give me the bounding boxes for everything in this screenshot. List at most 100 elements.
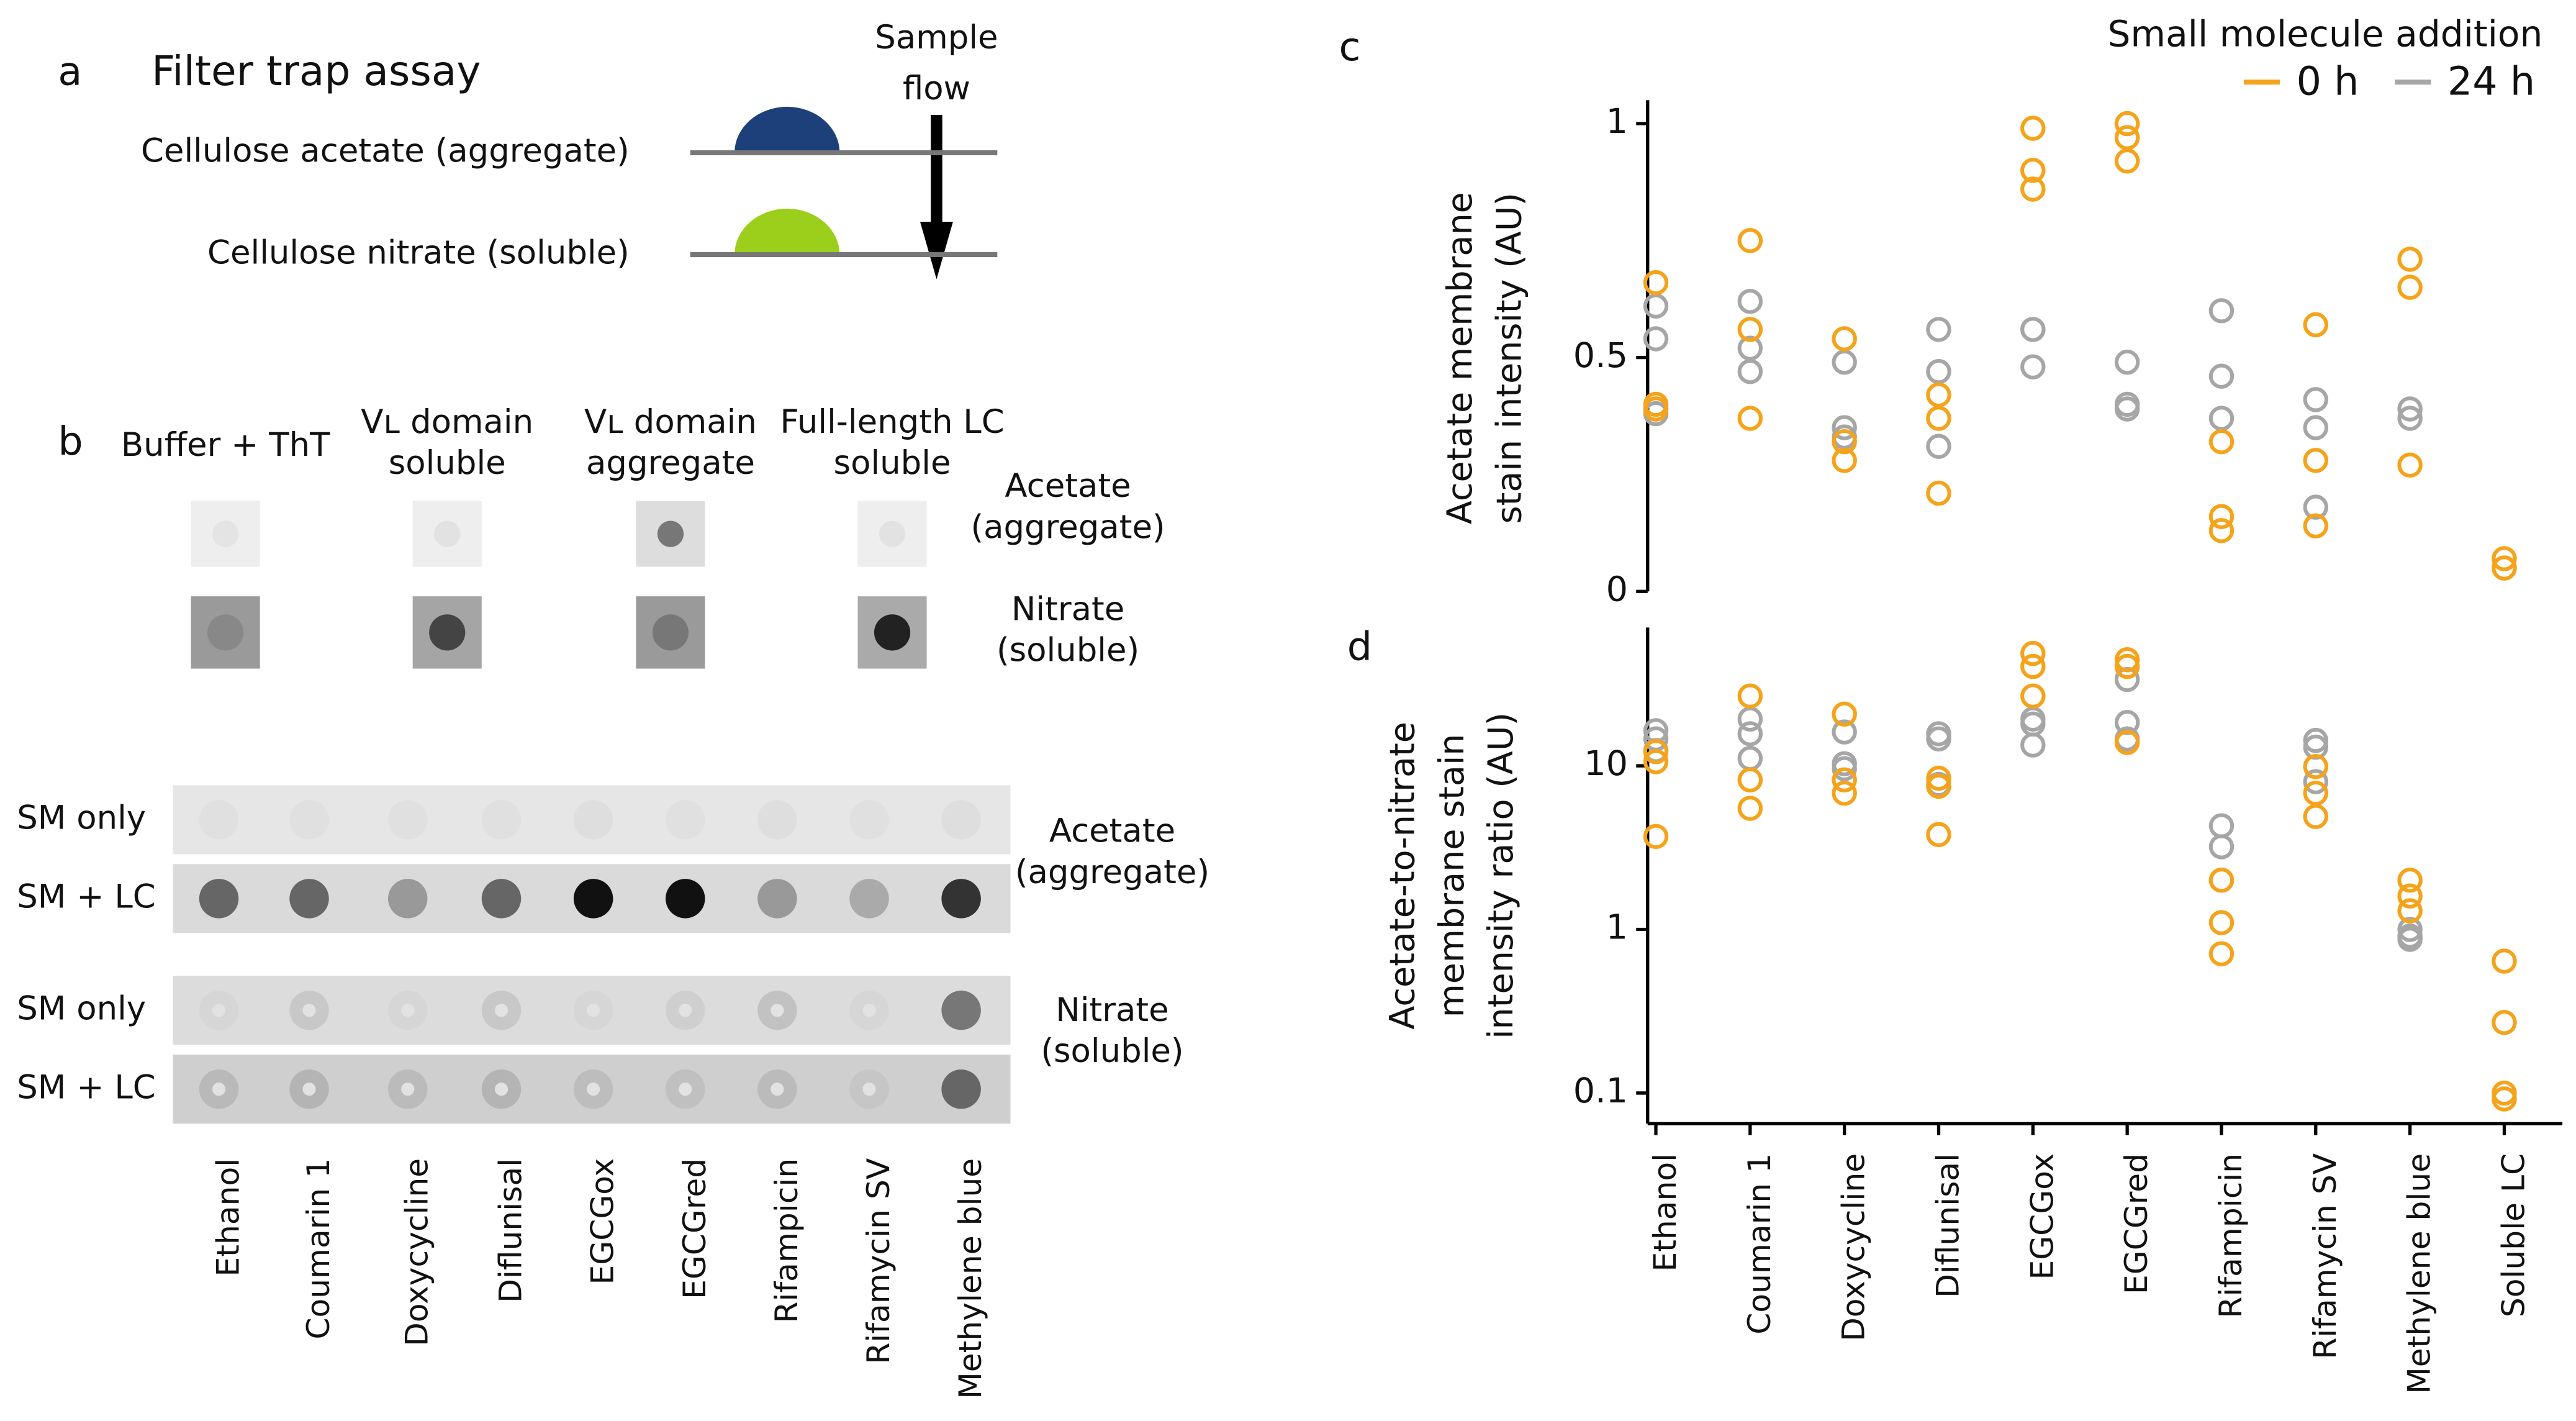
x-tick-label: Ethanol [1647, 1153, 1683, 1272]
data-point [1832, 719, 1857, 745]
data-point [1737, 767, 1763, 793]
data-point [2303, 448, 2329, 473]
blot-dot [429, 614, 466, 651]
column-label: aggregate [586, 444, 755, 482]
data-point [2303, 780, 2329, 806]
panel-letter: d [1347, 623, 1372, 669]
data-point [1832, 756, 1857, 781]
blot-dot-center [401, 1083, 415, 1096]
data-point [2303, 513, 2329, 539]
data-point [1643, 270, 1669, 296]
blot-dot-center [401, 1004, 415, 1017]
blot-dot [289, 879, 329, 919]
blot-dot [652, 614, 689, 651]
data-point [1926, 317, 1951, 342]
data-point [2303, 769, 2329, 794]
blot-dot [573, 879, 613, 919]
y-tick-label: 10 [1584, 743, 1628, 784]
data-point [2397, 867, 2423, 893]
data-point [2114, 148, 2140, 174]
data-point [2303, 734, 2329, 760]
data-point [2492, 546, 2517, 571]
blot-dot [757, 879, 797, 919]
data-point [1832, 429, 1857, 455]
row-label: SM only [17, 799, 146, 837]
membrane-label: Nitrate [1011, 591, 1124, 629]
blot-dot [289, 800, 329, 840]
compound-label: Doxycycline [399, 1158, 435, 1346]
membrane-label: Acetate [1049, 812, 1175, 850]
panel-title: Filter trap assay [151, 47, 481, 95]
x-tick-label: Soluble LC [2495, 1153, 2531, 1317]
data-point [1737, 683, 1763, 709]
panel-letter: b [58, 418, 83, 464]
data-point [1737, 721, 1763, 747]
blot-dot [199, 879, 239, 919]
data-point [2020, 732, 2046, 758]
data-point [2397, 927, 2423, 952]
data-point [2492, 1010, 2517, 1035]
membrane-label: (soluble) [997, 632, 1139, 670]
blot-dot [666, 800, 705, 840]
deposit [734, 106, 840, 153]
data-point [2020, 176, 2046, 202]
row-label: SM + LC [17, 878, 156, 916]
column-label: Full-length LC [780, 403, 1004, 441]
blot-dot-center [862, 1083, 876, 1096]
data-point [1832, 415, 1857, 440]
blot-dot [212, 520, 239, 547]
legend-label: 0 h [2297, 58, 2359, 104]
legend-title: Small molecule addition [2108, 12, 2543, 55]
data-point [1832, 326, 1857, 352]
blot-dot-center [771, 1004, 784, 1017]
blot-dot-center [862, 1004, 876, 1017]
data-point [2114, 396, 2140, 422]
data-point [2492, 555, 2517, 581]
y-tick-label: 0.5 [1573, 335, 1628, 376]
blot-dot [849, 879, 889, 919]
sample-flow: Sample [875, 19, 998, 57]
blot-dot [874, 614, 911, 651]
compound-label: Ethanol [210, 1158, 246, 1277]
data-point [2020, 640, 2046, 666]
compound-label: Rifampicin [768, 1158, 805, 1323]
data-point [2114, 125, 2140, 150]
data-point [1643, 824, 1669, 850]
data-point [1643, 326, 1669, 352]
blot-dot [387, 800, 428, 840]
blot-dot-center [587, 1004, 600, 1017]
blot-dot [434, 520, 461, 547]
data-point [1832, 448, 1857, 473]
data-point [2303, 415, 2329, 440]
blot-dot [657, 520, 684, 547]
data-point [1926, 765, 1951, 791]
data-point [1737, 358, 1763, 384]
data-point [2397, 247, 2423, 272]
x-tick-label: Coumarin 1 [1741, 1153, 1778, 1335]
compound-label: EGCGred [676, 1158, 713, 1299]
blot-dot [207, 614, 244, 651]
data-point [1737, 335, 1763, 361]
data-point [2020, 653, 2046, 679]
blot-dot [757, 800, 797, 840]
data-point [2114, 349, 2140, 375]
blot-dot [199, 800, 239, 840]
membrane-label: (soluble) [1041, 1032, 1183, 1070]
blot-dot-center [587, 1083, 600, 1096]
column-label: soluble [834, 444, 951, 482]
row-label: SM only [17, 989, 146, 1027]
x-tick-label: Methylene blue [2401, 1153, 2438, 1394]
column-label: Vʟ domain [584, 403, 757, 441]
compound-label: EGCGox [584, 1158, 621, 1285]
panel-letter: c [1339, 24, 1360, 70]
y-tick-label: 1 [1606, 101, 1628, 142]
data-point [1737, 288, 1763, 314]
data-point [2492, 948, 2517, 974]
y-axis-label: Acetate-to-nitrate [1382, 722, 1422, 1030]
column-label: Buffer + ThT [121, 426, 330, 464]
data-point [2303, 312, 2329, 338]
blot-dot [941, 800, 981, 840]
data-point [2114, 647, 2140, 673]
blot-dot [481, 879, 522, 919]
